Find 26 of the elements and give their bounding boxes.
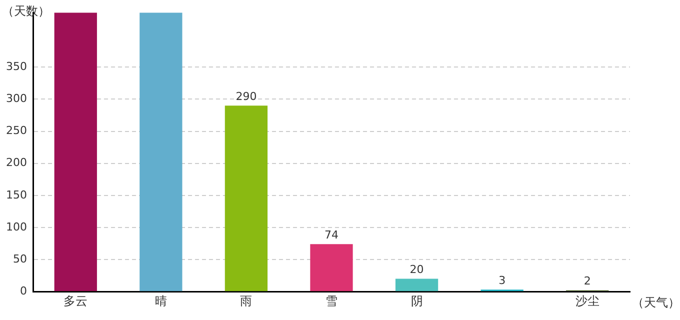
x-tick-label: 沙尘 [575, 294, 600, 308]
data-label: 2 [584, 274, 591, 288]
data-label: 3 [498, 274, 506, 288]
bar [224, 106, 268, 292]
y-tick-label: 100 [6, 220, 27, 234]
y-tick-label: 150 [6, 188, 27, 202]
y-tick-label: 200 [6, 156, 27, 170]
y-tick-label: 0 [20, 284, 27, 298]
x-tick-label: 晴 [154, 294, 167, 308]
y-tick-label: 250 [6, 124, 27, 138]
bar [140, 12, 182, 292]
bar [395, 278, 438, 292]
x-tick-label: 雨 [240, 294, 252, 308]
data-label: 290 [236, 90, 257, 103]
y-tick-label: 50 [13, 252, 27, 266]
bar [54, 12, 97, 292]
data-label: 20 [410, 263, 424, 276]
data-label: 74 [324, 228, 338, 242]
y-tick-label: 350 [6, 60, 27, 73]
x-axis-title: （天气） [632, 296, 680, 310]
x-tick-label: 多云 [64, 294, 88, 308]
y-tick-label: 300 [6, 92, 27, 106]
y-axis-title: （天数） [2, 4, 50, 18]
x-tick-label: 阴 [410, 294, 423, 308]
x-tick-label: 雪 [326, 294, 338, 308]
bar [310, 244, 353, 292]
